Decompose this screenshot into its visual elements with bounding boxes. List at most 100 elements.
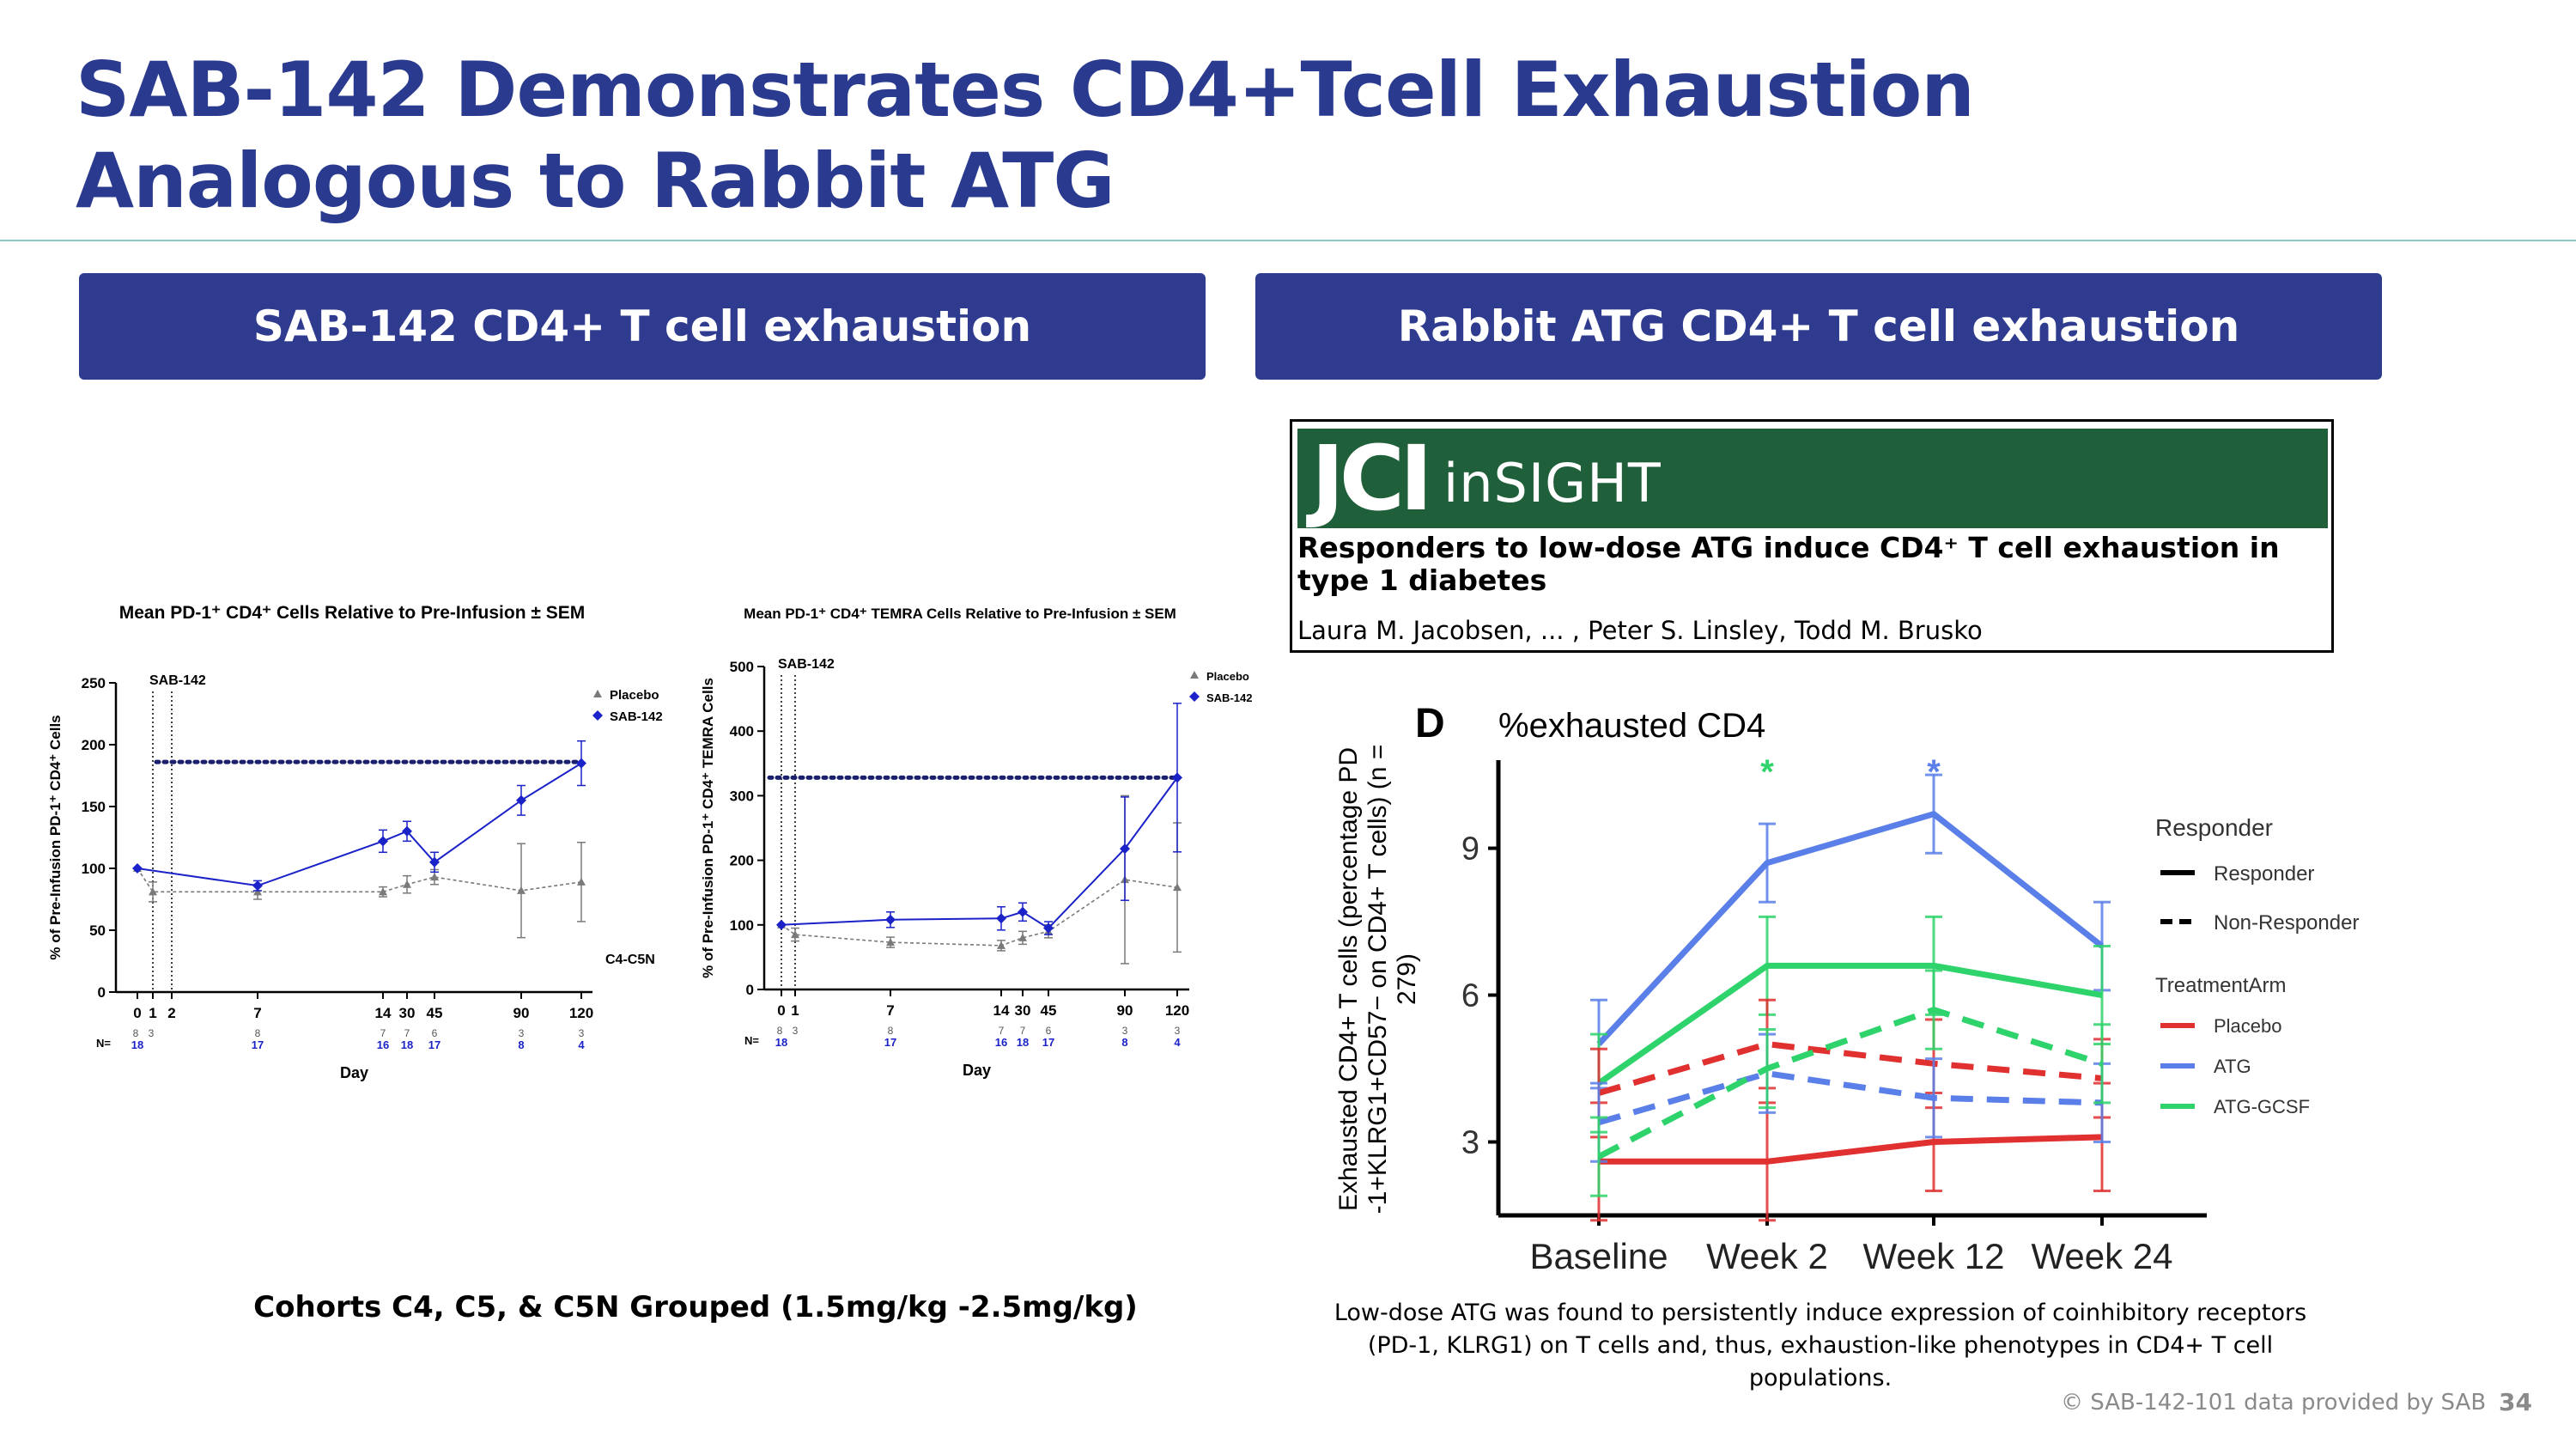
y-axis-title-line: Exhausted CD4+ T cells (percentage PD [1334, 747, 1363, 1211]
n-sab-count: 18 [401, 1038, 413, 1051]
n-sab-count: 8 [518, 1038, 524, 1051]
placebo-point [1173, 883, 1182, 892]
n-placebo-count: 7 [1020, 1025, 1026, 1037]
x-tick-label: 0 [777, 1002, 785, 1019]
legend-sab-label: SAB-142 [1206, 691, 1252, 704]
chart-title: %exhausted CD4 [1498, 707, 1765, 745]
n-placebo-count: 3 [1122, 1025, 1128, 1037]
n-label: N= [744, 1034, 759, 1047]
legend-sab-marker [1189, 691, 1200, 702]
legend-placebo-marker [593, 690, 602, 697]
legend-placebo-label: Placebo [1206, 670, 1249, 683]
legend-arm-label: Placebo [2214, 1015, 2282, 1037]
n-sab-count: 18 [1017, 1036, 1029, 1049]
n-placebo-count: 3 [1175, 1025, 1181, 1037]
legend-sab-marker [592, 710, 603, 721]
y-tick-label: 3 [1461, 1125, 1479, 1161]
n-sab-count: 8 [1121, 1036, 1127, 1049]
dosing-label: SAB-142 [149, 673, 206, 688]
y-tick-label: 6 [1461, 978, 1479, 1014]
y-tick-label: 100 [730, 917, 754, 934]
sab-142-point [252, 880, 263, 892]
y-tick-label: 9 [1461, 831, 1479, 868]
y-tick-label: 250 [82, 675, 106, 691]
banner-rabbit-atg: Rabbit ATG CD4+ T cell exhaustion [1255, 273, 2382, 380]
chart-exhausted-cd4: D %exhausted CD4 Exhausted CD4+ T cells (p… [1334, 701, 2359, 1276]
n-sab-count: 17 [252, 1038, 264, 1051]
n-placebo-count: 8 [133, 1027, 139, 1039]
jci-insight-article-card: JCI inSIGHT Responders to low-dose ATG i… [1290, 419, 2334, 653]
n-placebo-count: 7 [404, 1027, 410, 1039]
legend-responder-title: Responder [2155, 814, 2273, 841]
n-placebo-count: 7 [380, 1027, 386, 1039]
footer-credit: © SAB-142-101 data provided by SAB [2061, 1390, 2487, 1416]
n-sab-count: 18 [131, 1038, 143, 1051]
caption-cohorts: Cohorts C4, C5, & C5N Grouped (1.5mg/kg … [253, 1290, 1138, 1324]
x-tick-label: 30 [399, 1005, 416, 1021]
x-tick-label: 120 [1165, 1002, 1189, 1019]
y-tick-label: 0 [746, 982, 754, 998]
placebo-point [997, 941, 1005, 949]
placebo-point [430, 873, 439, 881]
placebo-point [577, 877, 586, 886]
cohort-annotation: C4-C5N [605, 953, 655, 967]
sab-142-point [996, 913, 1006, 924]
x-tick-label: 14 [375, 1005, 392, 1021]
banner-sab-142: SAB-142 CD4+ T cell exhaustion [79, 273, 1206, 380]
n-placebo-count: 6 [432, 1027, 438, 1039]
sab-142-line [781, 776, 1178, 929]
sab-142-point [378, 836, 388, 847]
sab-142-point [776, 919, 787, 930]
n-sab-count: 18 [775, 1036, 787, 1049]
n-sab-count: 16 [377, 1038, 389, 1051]
legend-arm-label: ATG [2214, 1056, 2251, 1077]
jci-header-bar: JCI inSIGHT [1297, 429, 2328, 528]
y-tick-label: 50 [89, 922, 106, 939]
placebo-point [149, 887, 157, 896]
y-axis-title-line: 279) [1393, 953, 1421, 1005]
atg-non-responder-line [1598, 1070, 2103, 1126]
placebo-point [403, 880, 411, 888]
atg-gcsf-responder-line [1596, 962, 2103, 1086]
y-tick-label: 200 [82, 737, 106, 753]
x-axis-title: Day [340, 1064, 368, 1081]
n-placebo-count: 3 [519, 1027, 525, 1039]
n-placebo-count: 3 [793, 1025, 799, 1037]
sab-142-point [1172, 772, 1182, 783]
sab-142-point [1043, 922, 1054, 934]
sab-142-point [429, 856, 440, 868]
legend-placebo-label: Placebo [610, 688, 659, 703]
sab-142-point [885, 914, 896, 925]
chart-title: Mean PD-1⁺ CD4⁺ Cells Relative to Pre-In… [119, 603, 585, 623]
caption-atg-line-2: (PD-1, KLRG1) on T cells and, thus, exha… [1367, 1332, 2274, 1391]
x-tick-label: Week 12 [1863, 1236, 2005, 1276]
n-sab-count: 17 [1042, 1036, 1054, 1049]
atg-gcsf-non-responder-line [1597, 1007, 2104, 1160]
page-number: 34 [2499, 1388, 2532, 1416]
n-sab-count: 4 [1174, 1036, 1181, 1049]
sab-142-point [1018, 906, 1028, 917]
x-tick-label: 7 [886, 1002, 894, 1019]
x-tick-label: 90 [513, 1005, 530, 1021]
dosing-label: SAB-142 [778, 657, 835, 672]
panel-letter: D [1415, 701, 1445, 746]
y-axis-title: % of Pre-Infusion PD-1⁺ CD4⁺ TEMRA Cells [700, 678, 716, 978]
n-sab-count: 16 [995, 1036, 1007, 1049]
placebo-responder-line [1599, 1134, 2103, 1165]
x-tick-label: 7 [253, 1005, 261, 1021]
y-tick-label: 400 [730, 723, 754, 740]
placebo-non-responder-line [1598, 1041, 2103, 1096]
placebo-line [137, 868, 582, 893]
y-tick-label: 500 [730, 659, 754, 675]
placebo-point [253, 887, 262, 896]
legend-arm-title: TreatmentArm [2155, 974, 2286, 997]
x-tick-label: 45 [1041, 1002, 1057, 1019]
legend-sab-label: SAB-142 [610, 709, 663, 724]
n-placebo-count: 8 [255, 1027, 261, 1039]
sab-142-line [137, 762, 582, 887]
x-tick-label: 0 [133, 1005, 141, 1021]
x-tick-label: 1 [791, 1002, 799, 1019]
sab-142-point [516, 795, 526, 806]
placebo-line [781, 879, 1178, 947]
sab-142-point [402, 825, 412, 837]
